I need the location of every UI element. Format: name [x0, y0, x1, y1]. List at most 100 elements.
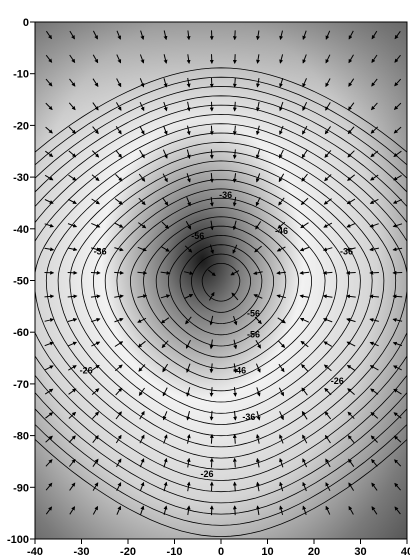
vector-arrow: [233, 363, 238, 374]
vector-arrow: [116, 78, 122, 88]
vector-arrow: [67, 270, 78, 275]
vector-arrow: [44, 341, 54, 347]
vector-arrow: [45, 54, 53, 63]
vector-arrow: [92, 102, 99, 111]
vector-arrow: [393, 102, 402, 110]
vector-arrow: [369, 223, 379, 228]
vector-arrow: [162, 411, 168, 421]
vector-arrow: [114, 198, 123, 205]
contour-label: -56: [247, 329, 260, 339]
vector-arrow: [300, 197, 309, 206]
vector-arrow: [116, 30, 122, 40]
vector-arrow: [393, 174, 402, 181]
vector-arrow: [162, 363, 169, 373]
vector-arrow: [69, 78, 76, 87]
vector-arrow: [209, 339, 214, 350]
contour-label: -26: [201, 469, 214, 479]
vector-arrow: [277, 221, 286, 229]
vector-arrow: [91, 388, 100, 395]
vector-arrow: [91, 198, 100, 205]
contour-label: -46: [275, 226, 288, 236]
vector-arrow: [68, 174, 77, 181]
vector-arrow: [139, 125, 145, 135]
vector-arrow: [69, 458, 76, 467]
contour-line: [168, 234, 274, 336]
vector-arrow: [45, 150, 54, 157]
vector-arrow: [301, 387, 308, 396]
vector-arrow: [299, 270, 310, 275]
vector-arrow: [324, 126, 332, 135]
contour-line: [35, 113, 407, 481]
vector-arrow: [92, 54, 99, 64]
vector-arrow: [325, 482, 331, 492]
vector-arrow: [163, 78, 168, 88]
vector-arrow: [185, 339, 191, 349]
vector-arrow: [324, 150, 332, 158]
vector-arrow: [392, 318, 403, 322]
vector-arrow: [116, 54, 122, 64]
contour-label: -36: [340, 247, 353, 257]
contour-line: [35, 67, 407, 538]
vector-arrow: [68, 365, 77, 371]
vector-arrow: [278, 197, 285, 206]
vector-arrow: [232, 196, 237, 207]
vector-arrow: [299, 294, 310, 299]
vector-arrow: [45, 435, 53, 443]
vector-arrow: [68, 102, 76, 111]
vector-arrow: [92, 505, 99, 515]
vector-arrow: [232, 125, 237, 136]
vector-arrow: [114, 247, 124, 252]
vector-arrow: [140, 30, 145, 40]
vector-arrow: [115, 411, 122, 420]
vector-arrow: [138, 173, 146, 182]
vector-arrow: [114, 341, 124, 347]
vector-arrow: [302, 78, 307, 88]
vector-arrow: [232, 505, 237, 516]
vector-arrow: [68, 411, 77, 419]
vector-arrow: [346, 318, 356, 323]
vector-arrow: [160, 294, 171, 299]
vector-arrow: [348, 54, 354, 64]
vector-arrow: [209, 220, 214, 231]
vector-arrow: [209, 410, 214, 421]
contour-line: [69, 160, 373, 425]
vector-arrow: [163, 481, 168, 492]
vector-arrow: [92, 411, 100, 420]
contour-label: -36: [219, 190, 232, 200]
vector-arrow: [67, 341, 78, 347]
vector-arrow: [231, 292, 239, 301]
vector-arrow: [345, 294, 356, 299]
vector-arrow: [139, 101, 145, 112]
vector-arrow: [92, 435, 99, 444]
vector-arrow: [392, 247, 403, 252]
vector-arrow: [347, 126, 355, 135]
vector-arrow: [302, 481, 307, 492]
vector-arrow: [394, 31, 401, 40]
vector-arrow: [69, 506, 76, 515]
vector-arrow: [137, 340, 146, 348]
vector-arrow: [256, 481, 260, 492]
vector-arrow: [302, 434, 308, 444]
vector-arrow: [160, 270, 171, 275]
vector-arrow: [276, 270, 286, 275]
vector-arrow: [67, 294, 78, 299]
vector-arrow: [370, 388, 379, 395]
vector-arrow: [67, 318, 78, 322]
vector-arrow: [186, 387, 191, 397]
vector-arrow: [92, 30, 98, 40]
vector-arrow: [279, 434, 284, 444]
vector-arrow: [232, 101, 237, 112]
vector-arrow: [256, 387, 261, 397]
vector-arrow: [161, 221, 169, 229]
vector-arrow: [325, 458, 331, 468]
contour-label: -36: [94, 247, 107, 257]
vector-arrow: [91, 222, 101, 228]
x-tick-label: -20: [120, 546, 136, 558]
contour-line: [35, 104, 407, 493]
vector-arrow: [302, 54, 307, 64]
vector-arrow: [348, 458, 355, 467]
vector-arrow: [139, 434, 145, 444]
vector-arrow: [186, 457, 191, 468]
vector-arrow: [232, 220, 237, 231]
vector-arrow: [232, 244, 238, 254]
